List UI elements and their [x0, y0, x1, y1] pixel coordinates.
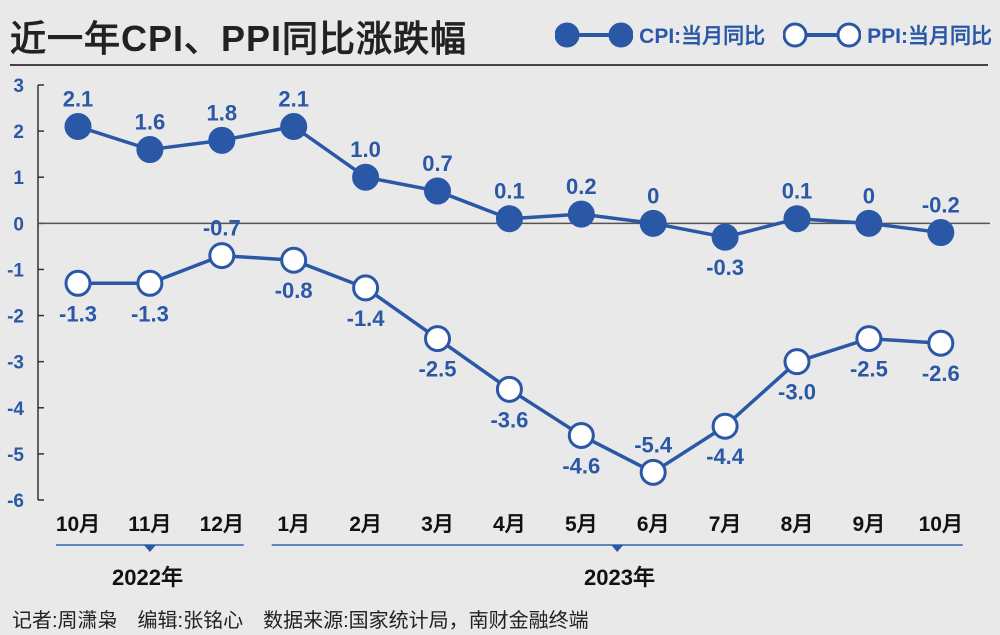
y-axis-tick-label: -6	[7, 491, 24, 512]
legend-cpi-marker-icon	[555, 22, 634, 48]
ppi-data-point	[64, 269, 92, 297]
y-axis-tick-label: -2	[7, 307, 24, 328]
cpi-data-label: 0.1	[494, 179, 525, 204]
ppi-data-label: -0.8	[275, 278, 313, 303]
ppi-data-label: -2.5	[419, 357, 457, 382]
ppi-data-point	[927, 329, 955, 357]
x-axis-tick-label: 11月	[128, 513, 171, 536]
ppi-data-point	[208, 242, 236, 270]
ppi-data-label: -1.3	[59, 301, 97, 326]
cpi-data-point	[136, 136, 164, 164]
ppi-data-point	[280, 246, 308, 274]
x-axis-tick-label: 8月	[781, 513, 814, 536]
cpi-data-point	[567, 200, 595, 228]
x-axis-tick-label: 3月	[421, 513, 454, 536]
x-axis-tick-label: 5月	[565, 513, 598, 536]
cpi-data-label: 2.1	[63, 87, 94, 112]
legend: CPI:当月同比 PPI:当月同比	[537, 20, 992, 50]
cpi-data-point	[855, 209, 883, 237]
cpi-data-point	[927, 219, 955, 247]
y-axis-tick-label: -5	[7, 445, 24, 466]
x-axis-tick-label: 10月	[919, 513, 963, 536]
cpi-data-point	[639, 209, 667, 237]
ppi-data-point	[495, 375, 523, 403]
ppi-series-line	[78, 253, 941, 475]
y-axis-tick-label: -3	[7, 353, 24, 374]
x-axis-tick-label: 4月	[493, 513, 526, 536]
cpi-data-point	[711, 223, 739, 251]
ppi-data-point	[711, 412, 739, 440]
cpi-data-label: 0	[647, 183, 659, 208]
y-axis-tick-label: 2	[13, 122, 24, 143]
legend-ppi-marker-icon	[783, 22, 862, 48]
ppi-data-label: -4.6	[562, 453, 600, 478]
cpi-data-label: -0.2	[922, 193, 960, 218]
title-divider	[10, 64, 988, 66]
legend-item-ppi: PPI:当月同比	[783, 20, 992, 50]
ppi-data-label: -1.4	[347, 306, 386, 331]
cpi-data-label: 2.1	[278, 87, 309, 112]
ppi-data-point	[567, 421, 595, 449]
x-axis-tick-label: 9月	[853, 513, 886, 536]
x-axis-tick-label: 2月	[349, 513, 382, 536]
ppi-data-label: -3.0	[778, 380, 816, 405]
cpi-data-point	[352, 163, 380, 191]
cpi-data-point	[495, 205, 523, 233]
y-axis-tick-label: -4	[7, 399, 24, 420]
cpi-data-label: 0.7	[422, 151, 453, 176]
ppi-data-label: -1.3	[131, 301, 169, 326]
y-axis-tick-label: 0	[13, 214, 24, 235]
cpi-data-label: 0	[863, 183, 875, 208]
ppi-data-point	[639, 458, 667, 486]
x-axis-tick-label: 1月	[277, 513, 310, 536]
cpi-data-point	[424, 177, 451, 205]
legend-cpi-label: CPI:当月同比	[639, 25, 766, 48]
credits-line: 记者:周潇枭 编辑:张铭心 数据来源:国家统计局，南财金融终端	[12, 610, 589, 632]
cpi-data-label: -0.3	[706, 255, 744, 280]
cpi-data-label: 1.8	[207, 100, 238, 125]
chart-title: 近一年CPI、PPI同比涨跌幅	[10, 18, 468, 59]
cpi-data-point	[783, 205, 811, 233]
y-axis-tick-label: -1	[7, 260, 24, 281]
y-axis-tick-label: 1	[13, 168, 24, 189]
year-bracket-pointer-icon	[611, 545, 624, 552]
ppi-data-label: -2.5	[850, 357, 888, 382]
cpi-data-point	[64, 113, 92, 140]
x-axis-tick-label: 7月	[709, 513, 742, 536]
legend-ppi-label: PPI:当月同比	[867, 25, 992, 48]
ppi-data-point	[136, 269, 164, 297]
ppi-data-point	[424, 325, 451, 353]
cpi-data-label: 0.2	[566, 174, 597, 199]
x-axis-tick-label: 6月	[637, 513, 670, 536]
y-axis-tick-label: 3	[13, 76, 24, 97]
ppi-data-point	[855, 325, 883, 353]
year-label-2023: 2023年	[584, 565, 655, 590]
x-axis-tick-label: 10月	[56, 513, 100, 536]
cpi-data-point	[280, 113, 308, 140]
legend-item-cpi: CPI:当月同比	[555, 20, 765, 50]
ppi-data-label: -4.4	[706, 444, 745, 469]
cpi-data-label: 1.6	[135, 110, 166, 135]
ppi-data-label: -3.6	[490, 407, 528, 432]
cpi-data-point	[208, 126, 236, 154]
ppi-data-point	[352, 274, 380, 302]
ppi-data-label: -2.6	[922, 361, 960, 386]
cpi-data-label: 1.0	[350, 137, 381, 162]
year-label-2022: 2022年	[112, 565, 183, 590]
ppi-data-label: -0.7	[203, 216, 241, 241]
x-axis-tick-label: 12月	[200, 513, 244, 536]
year-bracket-pointer-icon	[143, 545, 156, 552]
ppi-data-point	[783, 348, 811, 376]
cpi-data-label: 0.1	[782, 179, 813, 204]
ppi-data-label: -5.4	[634, 432, 673, 457]
line-chart: 3 2 1 0 -1 -2 -3 -4 -5 -6 10月 11月 12月 1月 2月 3月 4月 5月 6月 7月 8…	[7, 76, 990, 552]
